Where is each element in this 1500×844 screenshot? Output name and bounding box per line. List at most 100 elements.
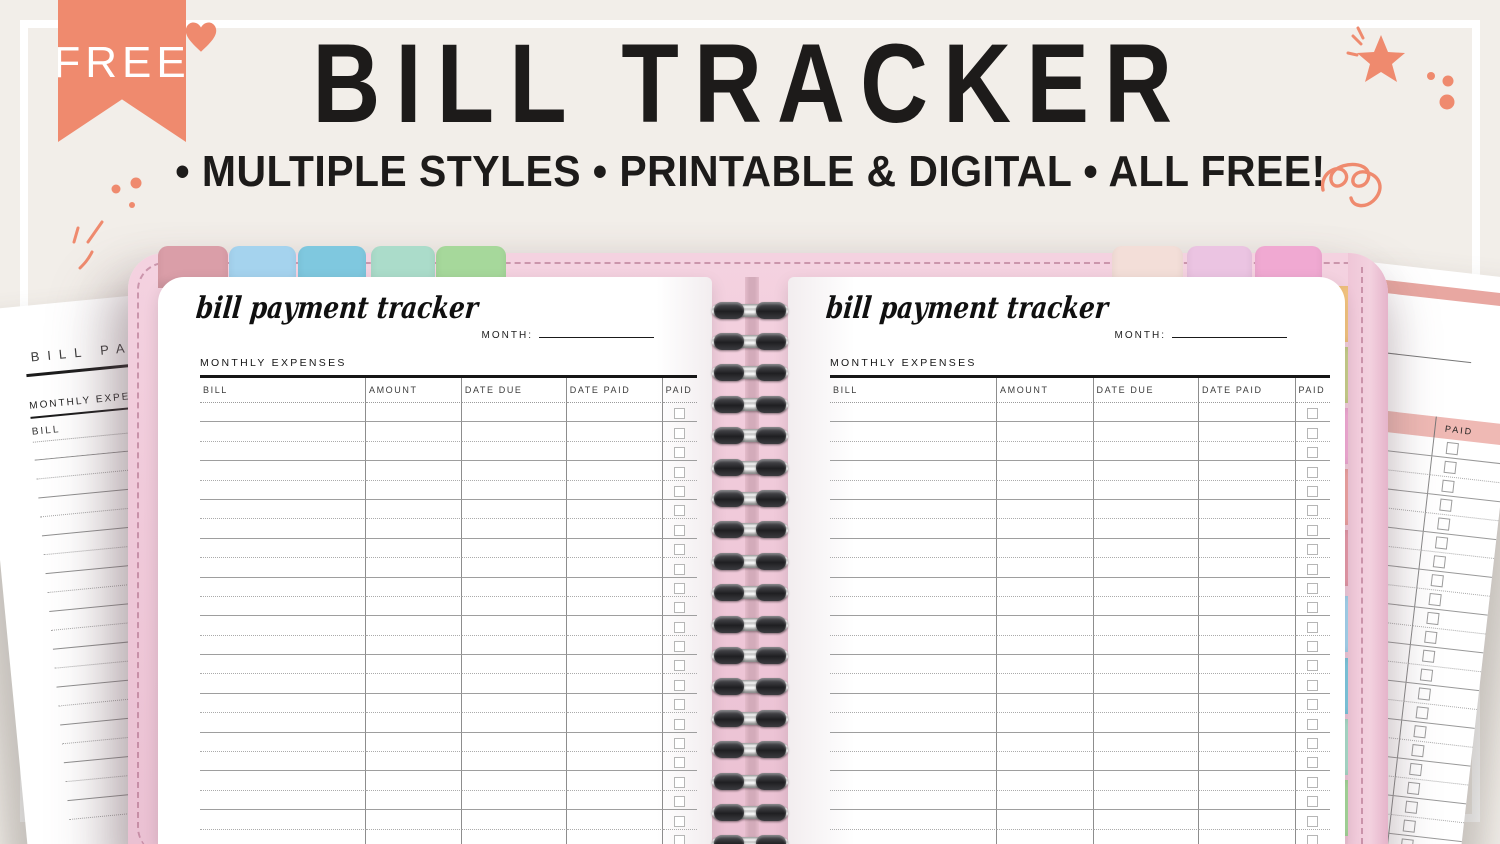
table-cell xyxy=(1199,674,1296,694)
table-cell xyxy=(566,752,663,772)
spiral-ring-cap xyxy=(714,772,744,790)
table-cell xyxy=(1295,616,1330,636)
table-row xyxy=(200,461,697,481)
table-row xyxy=(200,829,697,844)
table-row xyxy=(200,616,697,636)
table-cell xyxy=(1295,500,1330,520)
table-cell xyxy=(566,674,663,694)
table-cell xyxy=(365,771,462,791)
table-cell xyxy=(662,461,697,481)
table-cell xyxy=(1199,790,1296,811)
table-row xyxy=(200,441,697,462)
table-cell xyxy=(365,693,462,714)
table-row xyxy=(830,732,1330,753)
table-cell xyxy=(997,752,1094,772)
table-cell xyxy=(1093,403,1199,423)
table-cell xyxy=(200,635,366,656)
squiggle-icon xyxy=(1315,154,1399,222)
table-cell xyxy=(461,596,567,617)
table-cell xyxy=(1093,422,1199,442)
paid-checkbox xyxy=(674,679,686,691)
table-cell xyxy=(830,519,997,539)
table-row xyxy=(830,674,1330,694)
table-row xyxy=(830,558,1330,578)
table-row xyxy=(830,577,1330,597)
table-cell xyxy=(1199,422,1296,442)
table-cell xyxy=(200,655,366,675)
table-cell xyxy=(566,693,663,714)
table-cell xyxy=(830,441,997,462)
table-row xyxy=(200,577,697,597)
paid-checkbox xyxy=(1307,718,1319,730)
paid-checkbox xyxy=(1307,679,1319,691)
table-cell xyxy=(1295,578,1330,597)
spiral-ring-cap xyxy=(714,741,744,759)
table-cell xyxy=(461,441,567,462)
table-cell xyxy=(662,442,697,462)
table-cell xyxy=(662,519,697,539)
paid-checkbox xyxy=(1307,776,1319,788)
table-cell xyxy=(1094,829,1199,844)
table-cell xyxy=(997,674,1094,694)
table-cell xyxy=(830,403,997,423)
table-cell xyxy=(566,441,663,462)
table-cell xyxy=(997,829,1094,844)
table-cell xyxy=(830,713,997,733)
table-cell xyxy=(997,519,1094,539)
table-cell xyxy=(830,480,997,500)
spiral-ring-cap xyxy=(714,489,744,507)
paid-checkbox xyxy=(1307,544,1319,556)
paid-checkbox xyxy=(1307,563,1319,575)
table-cell xyxy=(1093,480,1199,500)
paid-checkbox xyxy=(1307,796,1319,808)
table-cell xyxy=(662,558,697,578)
table-row xyxy=(830,499,1330,520)
table-cell xyxy=(1199,655,1296,675)
table-row xyxy=(830,461,1330,481)
table-cell xyxy=(566,577,663,597)
month-row: MONTH: xyxy=(482,330,654,341)
spiral-ring-cap xyxy=(714,709,744,727)
table-cell xyxy=(1295,636,1330,656)
table-cell xyxy=(662,616,697,636)
table-cell xyxy=(1295,810,1330,830)
table-row xyxy=(200,732,697,753)
table-cell xyxy=(1295,674,1330,694)
table-cell xyxy=(365,519,462,539)
table-cell xyxy=(566,596,663,617)
month-row: MONTH: xyxy=(1115,330,1287,341)
table-cell xyxy=(461,480,567,500)
table-cell xyxy=(461,655,567,675)
table-cell xyxy=(461,752,567,772)
spiral-ring-cap xyxy=(756,678,786,696)
table-row xyxy=(830,771,1330,791)
table-row xyxy=(200,635,697,656)
table-cell xyxy=(365,616,462,636)
table-cell xyxy=(200,558,366,578)
spiral-ring-cap xyxy=(756,584,786,602)
spiral-ring-cap xyxy=(756,646,786,664)
table-cell xyxy=(1295,403,1330,423)
table-cell xyxy=(365,790,462,811)
column-header: DATE DUE xyxy=(461,378,567,403)
table-cell xyxy=(365,422,462,442)
table-cell xyxy=(1295,519,1330,539)
paid-checkbox xyxy=(1307,815,1319,827)
table-cell xyxy=(830,810,997,830)
table-row xyxy=(200,519,697,539)
table-cell xyxy=(365,732,462,753)
paid-checkbox xyxy=(674,544,686,556)
table-row xyxy=(200,480,697,500)
table-cell xyxy=(566,790,663,811)
subtitle-banner: • MULTIPLE STYLES • PRINTABLE & DIGITAL … xyxy=(0,150,1500,194)
table-cell xyxy=(1093,790,1199,811)
table-row xyxy=(830,403,1330,423)
paid-checkbox xyxy=(1307,834,1319,844)
page-title-banner: BILL TRACKER xyxy=(0,28,1500,140)
table-row xyxy=(830,519,1330,539)
table-cell xyxy=(566,713,663,733)
table-cell xyxy=(1093,499,1199,520)
table-cell xyxy=(1199,499,1296,520)
table-cell xyxy=(997,461,1094,481)
table-cell xyxy=(200,616,366,636)
